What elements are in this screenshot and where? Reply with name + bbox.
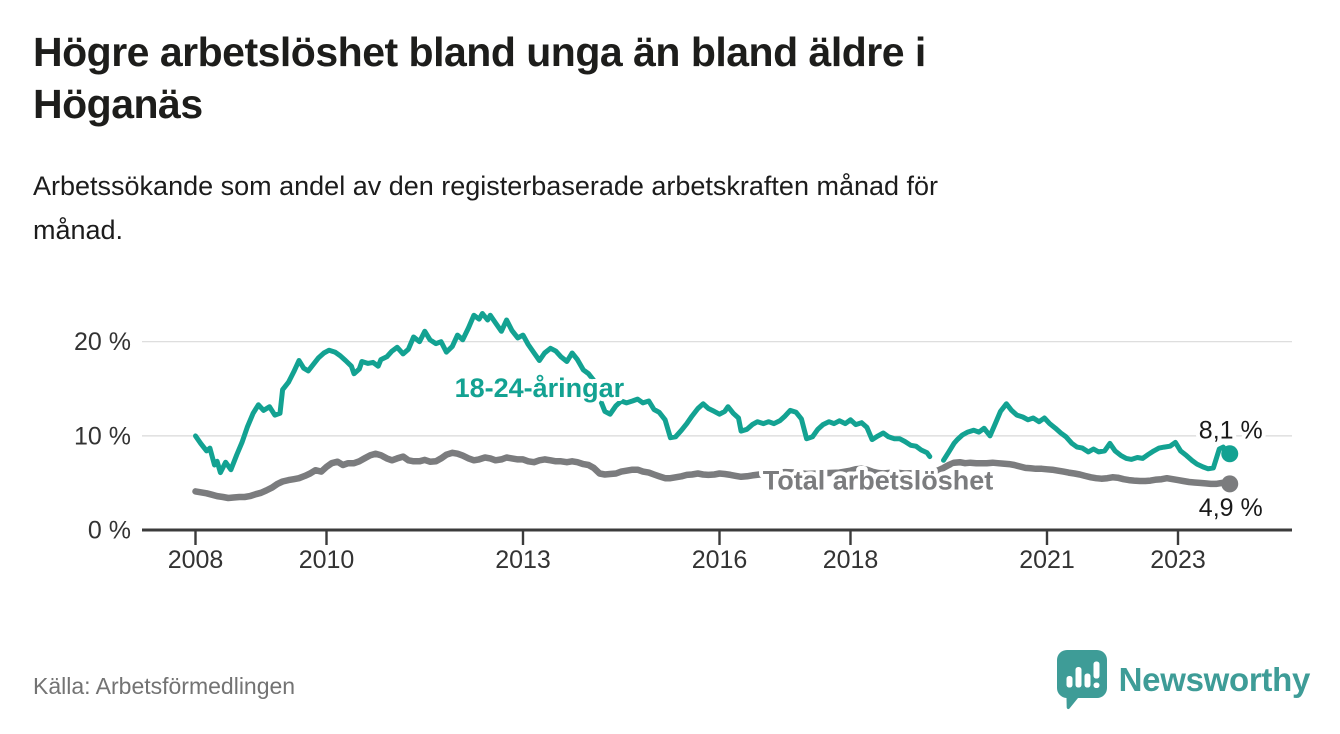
end-value-label-0: 8,1 % (1199, 417, 1263, 445)
source-note: Källa: Arbetsförmedlingen (33, 673, 296, 699)
newsworthy-logo-icon (1056, 650, 1107, 710)
x-axis-tick-label: 2018 (823, 546, 879, 574)
page-title: Högre arbetslöshet bland unga än bland ä… (33, 26, 1233, 130)
x-axis-tick-label: 2023 (1150, 546, 1206, 574)
x-axis-tick-label: 2021 (1019, 546, 1075, 574)
y-axis-tick-label: 10 % (74, 422, 131, 450)
speech-bubble-shape (1056, 650, 1107, 710)
x-axis-tick-label: 2016 (692, 546, 748, 574)
series-label-0: 18-24-åringar (455, 373, 625, 403)
series-label-1: Total arbetslöshet (763, 466, 994, 496)
end-value-label-1: 4,9 % (1199, 494, 1263, 522)
chart-subtitle-line2: månad. (33, 215, 124, 245)
series-line-0 (941, 401, 1233, 472)
series-line-0 (193, 311, 933, 476)
chart-subtitle-line1: Arbetssökande som andel av den registerb… (33, 171, 939, 201)
x-axis-tick-label: 2013 (495, 546, 551, 574)
newsworthy-logo: Newsworthy (1056, 649, 1310, 711)
x-axis-tick-label: 2010 (299, 546, 355, 574)
series-line-1 (192, 449, 1233, 502)
page-title-line1: Högre arbetslöshet bland unga än bland ä… (33, 29, 926, 75)
page-title-line2: Höganäs (33, 81, 203, 127)
chart-subtitle: Arbetssökande som andel av den registerb… (33, 164, 1253, 252)
y-axis-tick-label: 0 % (88, 517, 131, 545)
bar-chart-exclamation-glyph (1066, 661, 1100, 688)
x-axis-tick-label: 2008 (168, 546, 224, 574)
newsworthy-wordmark: Newsworthy (1118, 661, 1311, 698)
y-axis-tick-label: 20 % (74, 328, 131, 356)
series-end-dot-1 (1221, 475, 1239, 493)
series-end-dot-0 (1221, 445, 1239, 463)
